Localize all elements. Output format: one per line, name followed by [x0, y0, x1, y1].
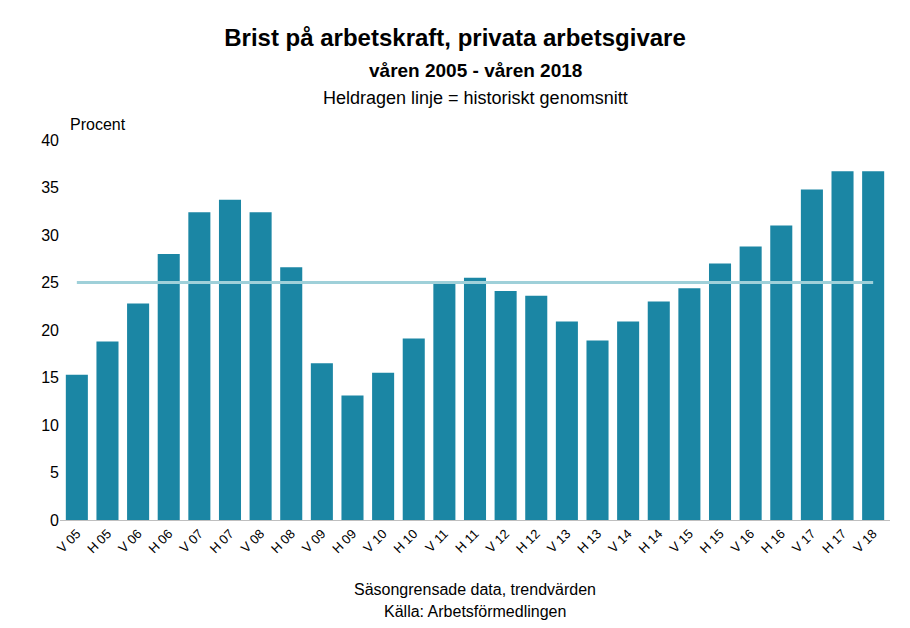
svg-text:25: 25 — [41, 274, 59, 291]
svg-text:0: 0 — [50, 512, 59, 529]
svg-text:V 14: V 14 — [605, 526, 635, 556]
svg-text:Säsongrensade data, trendvärde: Säsongrensade data, trendvärden — [354, 581, 596, 598]
svg-text:V 11: V 11 — [422, 526, 451, 555]
svg-text:V 17: V 17 — [789, 526, 819, 556]
svg-text:V 12: V 12 — [483, 526, 513, 556]
svg-text:H 10: H 10 — [390, 526, 420, 556]
svg-text:30: 30 — [41, 227, 59, 244]
svg-text:Procent: Procent — [70, 116, 126, 133]
svg-text:15: 15 — [41, 369, 59, 386]
svg-text:V 10: V 10 — [360, 526, 390, 556]
svg-text:H 05: H 05 — [84, 526, 114, 556]
svg-text:H 14: H 14 — [635, 526, 665, 556]
svg-text:H 16: H 16 — [758, 526, 788, 556]
svg-text:35: 35 — [41, 179, 59, 196]
svg-text:H 11: H 11 — [452, 526, 481, 555]
svg-text:20: 20 — [41, 322, 59, 339]
svg-text:V 18: V 18 — [850, 526, 880, 556]
svg-text:40: 40 — [41, 132, 59, 149]
svg-text:H 17: H 17 — [819, 526, 849, 556]
svg-text:H 08: H 08 — [268, 526, 298, 556]
svg-text:H 06: H 06 — [145, 526, 175, 556]
svg-text:5: 5 — [50, 464, 59, 481]
svg-text:V 06: V 06 — [115, 526, 145, 556]
svg-text:10: 10 — [41, 417, 59, 434]
svg-text:V 15: V 15 — [667, 526, 697, 556]
svg-text:Källa: Arbetsförmedlingen: Källa: Arbetsförmedlingen — [384, 603, 566, 620]
svg-text:Heldragen linje = historiskt g: Heldragen linje = historiskt genomsnitt — [323, 88, 628, 108]
svg-text:H 09: H 09 — [329, 526, 359, 556]
svg-text:V 08: V 08 — [238, 526, 268, 556]
svg-text:V 05: V 05 — [54, 526, 84, 556]
svg-text:H 15: H 15 — [697, 526, 727, 556]
svg-text:Brist på arbetskraft, privata: Brist på arbetskraft, privata arbetsgiva… — [224, 24, 686, 51]
svg-text:V 16: V 16 — [728, 526, 758, 556]
svg-text:V 13: V 13 — [544, 526, 574, 556]
svg-text:V 09: V 09 — [299, 526, 329, 556]
svg-text:H 12: H 12 — [513, 526, 543, 556]
svg-text:H 07: H 07 — [207, 526, 237, 556]
svg-text:våren 2005 - våren 2018: våren 2005 - våren 2018 — [369, 60, 582, 81]
svg-text:H 13: H 13 — [574, 526, 604, 556]
svg-text:V 07: V 07 — [177, 526, 207, 556]
